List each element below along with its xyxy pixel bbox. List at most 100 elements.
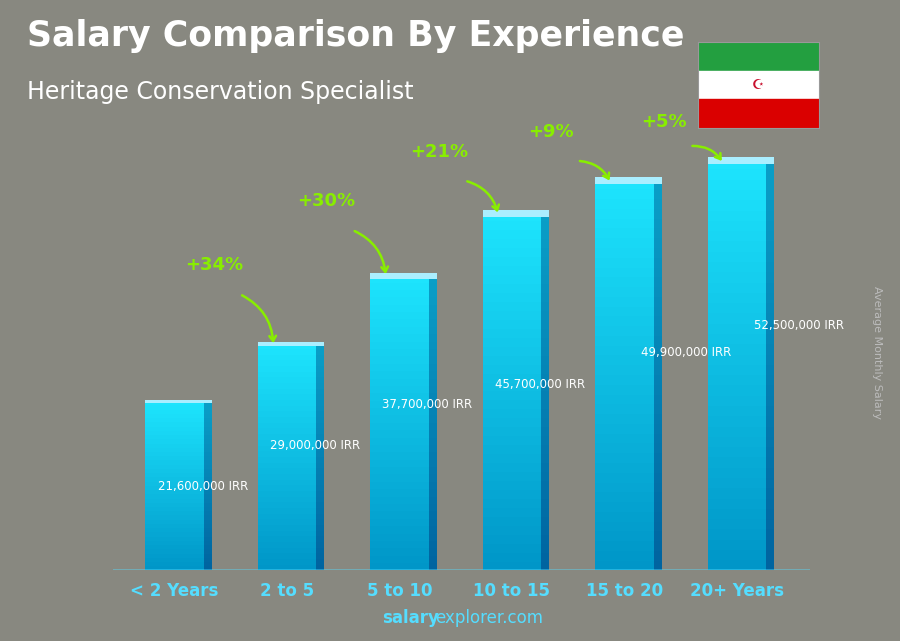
Bar xyxy=(370,371,428,378)
Bar xyxy=(707,549,766,560)
Bar xyxy=(428,504,436,512)
Bar xyxy=(653,355,662,365)
Bar xyxy=(653,238,662,248)
Bar xyxy=(316,440,324,445)
Bar xyxy=(428,474,436,482)
Bar xyxy=(541,517,549,526)
Bar xyxy=(316,559,324,565)
Bar xyxy=(595,179,653,189)
Bar xyxy=(482,544,541,553)
Bar xyxy=(428,297,436,304)
Bar xyxy=(482,239,541,248)
Bar xyxy=(541,319,549,329)
Bar xyxy=(482,275,541,284)
Bar xyxy=(145,473,203,478)
Bar xyxy=(595,374,653,385)
Bar xyxy=(145,410,203,414)
Bar xyxy=(482,400,541,410)
Text: salary: salary xyxy=(382,609,439,627)
Bar xyxy=(595,404,653,414)
Bar xyxy=(541,302,549,311)
Bar xyxy=(145,549,203,554)
Bar xyxy=(595,385,653,395)
Bar xyxy=(707,303,766,313)
Bar xyxy=(316,388,324,394)
Bar xyxy=(145,444,203,448)
FancyArrowPatch shape xyxy=(692,146,721,159)
Bar xyxy=(257,366,316,372)
Bar xyxy=(653,257,662,267)
Bar xyxy=(257,434,316,440)
Bar xyxy=(316,360,324,366)
Bar xyxy=(653,345,662,356)
Bar xyxy=(541,553,549,562)
Bar xyxy=(257,485,316,491)
Bar xyxy=(482,463,541,472)
Bar xyxy=(766,467,774,478)
Bar xyxy=(653,551,662,561)
Bar xyxy=(653,179,662,189)
Bar xyxy=(203,439,212,444)
Bar xyxy=(145,494,203,499)
Bar xyxy=(482,310,541,320)
Bar xyxy=(595,218,653,228)
Bar xyxy=(698,71,819,99)
Bar xyxy=(316,542,324,548)
Bar xyxy=(145,532,203,537)
Bar xyxy=(370,363,428,371)
Bar xyxy=(541,212,549,221)
Bar xyxy=(482,382,541,392)
Bar xyxy=(707,251,766,262)
Bar xyxy=(370,437,428,445)
Bar xyxy=(707,385,766,395)
Bar xyxy=(482,391,541,401)
Bar xyxy=(653,306,662,317)
Bar xyxy=(370,393,428,401)
Bar xyxy=(203,549,212,554)
Bar xyxy=(541,239,549,248)
Bar xyxy=(707,344,766,354)
Text: explorer.com: explorer.com xyxy=(435,609,543,627)
Bar xyxy=(595,512,653,522)
Bar xyxy=(766,200,774,211)
Bar xyxy=(482,418,541,428)
Bar xyxy=(316,456,324,463)
Bar xyxy=(482,212,541,221)
Bar xyxy=(766,478,774,488)
Bar xyxy=(370,290,428,297)
Bar xyxy=(370,282,428,290)
Bar xyxy=(482,230,541,239)
Bar xyxy=(698,99,819,128)
Bar xyxy=(653,413,662,424)
Bar xyxy=(257,468,316,474)
Bar xyxy=(257,565,316,570)
Bar xyxy=(145,507,203,512)
Bar xyxy=(145,499,203,503)
Bar xyxy=(707,560,766,570)
Bar xyxy=(428,548,436,556)
Text: 52,500,000 IRR: 52,500,000 IRR xyxy=(754,319,844,332)
Bar xyxy=(482,508,541,517)
Bar xyxy=(370,422,428,430)
Bar xyxy=(653,296,662,306)
Bar xyxy=(541,310,549,320)
Bar xyxy=(257,559,316,565)
Bar xyxy=(145,439,203,444)
Bar xyxy=(203,499,212,503)
Bar xyxy=(766,190,774,200)
Bar xyxy=(428,334,436,342)
Bar xyxy=(203,418,212,422)
Bar xyxy=(766,169,774,179)
Bar xyxy=(428,312,436,319)
Bar xyxy=(316,372,324,378)
Bar xyxy=(370,548,428,556)
Bar xyxy=(766,447,774,458)
Bar xyxy=(316,479,324,485)
Bar xyxy=(257,462,316,468)
Bar xyxy=(428,401,436,408)
Bar xyxy=(766,272,774,283)
Text: Salary Comparison By Experience: Salary Comparison By Experience xyxy=(27,19,684,53)
Bar xyxy=(370,401,428,408)
Bar xyxy=(707,498,766,509)
Bar xyxy=(653,521,662,531)
